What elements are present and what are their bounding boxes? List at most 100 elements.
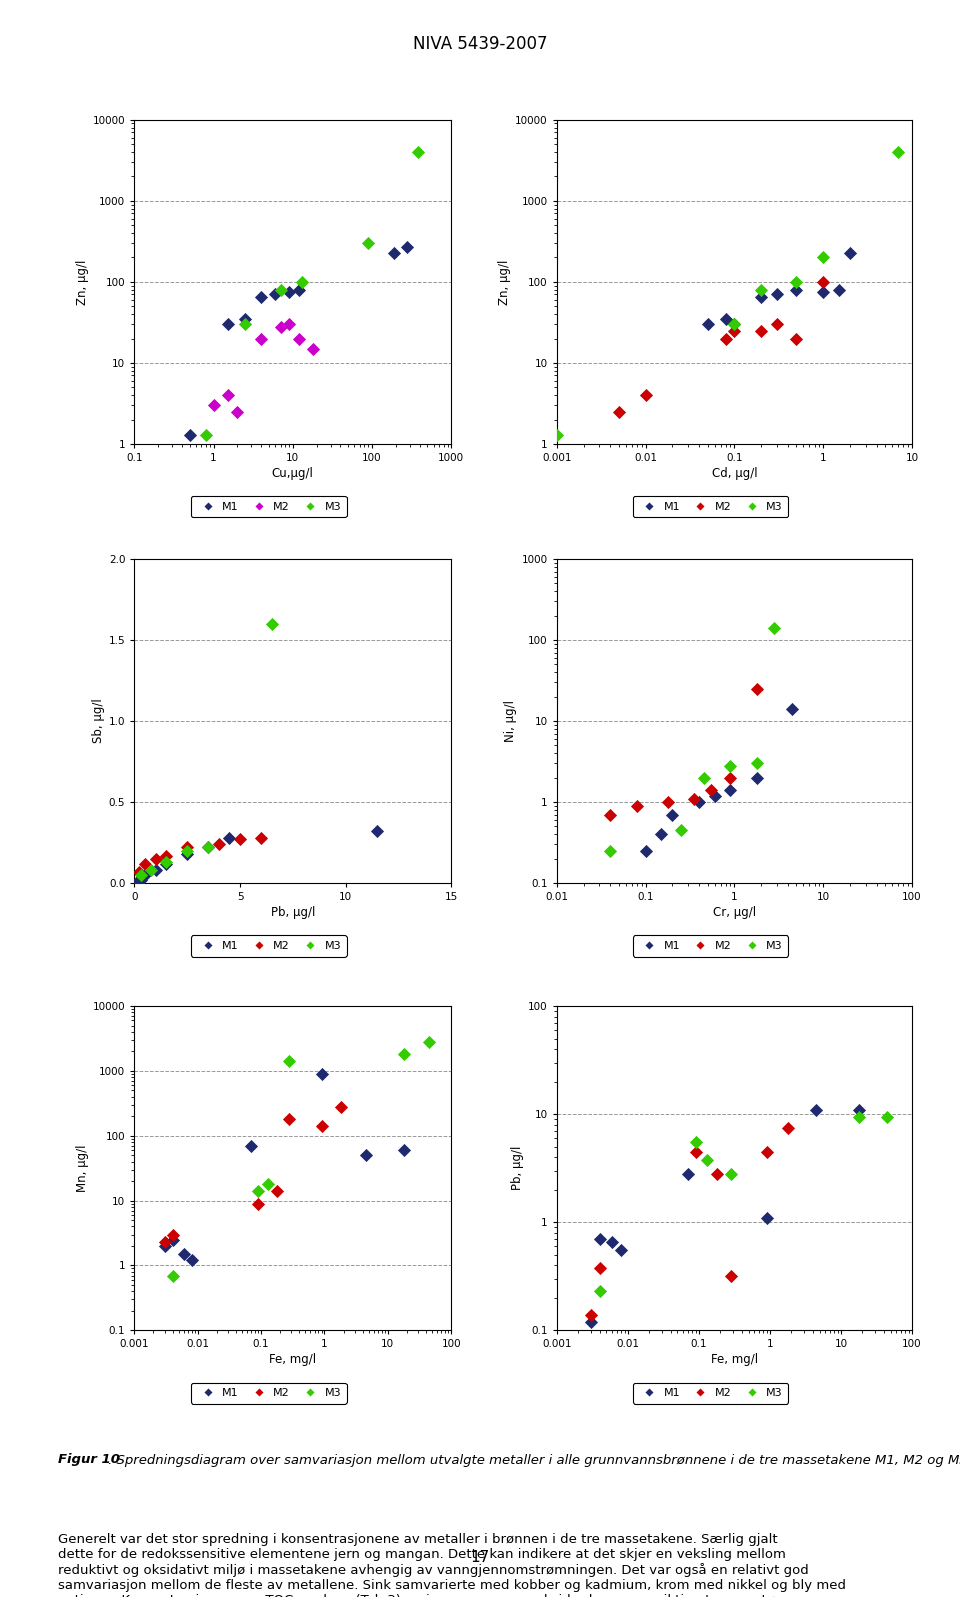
Point <box>281 311 297 337</box>
Point <box>750 765 765 791</box>
Point <box>386 240 401 265</box>
Point <box>273 315 288 340</box>
Y-axis label: Pb, μg/l: Pb, μg/l <box>511 1147 524 1190</box>
Point <box>294 268 309 294</box>
X-axis label: Fe, mg/l: Fe, mg/l <box>269 1354 317 1367</box>
Point <box>314 1113 329 1139</box>
Point <box>333 1094 348 1119</box>
Point <box>244 1132 259 1158</box>
Point <box>180 835 195 861</box>
Point <box>199 422 214 447</box>
Point <box>129 869 144 894</box>
Point <box>688 1139 704 1164</box>
Point <box>292 276 307 302</box>
Point <box>268 281 283 307</box>
Y-axis label: Ni, μg/l: Ni, μg/l <box>505 699 517 743</box>
Point <box>727 311 742 337</box>
Point <box>358 1142 373 1167</box>
Point <box>137 851 153 877</box>
Point <box>158 851 174 877</box>
Point <box>766 615 781 640</box>
Y-axis label: Zn, μg/l: Zn, μg/l <box>76 259 88 305</box>
Text: NIVA 5439-2007: NIVA 5439-2007 <box>413 35 547 53</box>
Point <box>253 284 269 310</box>
Point <box>879 1104 895 1129</box>
Point <box>754 284 769 310</box>
Point <box>789 326 804 351</box>
Point <box>816 279 831 305</box>
Point <box>583 1310 598 1335</box>
Point <box>660 789 676 814</box>
Point <box>816 268 831 294</box>
Point <box>131 859 146 885</box>
Point <box>759 1139 775 1164</box>
Point <box>237 307 252 332</box>
Point <box>759 1206 775 1231</box>
Point <box>156 1233 172 1258</box>
Point <box>727 311 742 337</box>
Point <box>852 1104 867 1129</box>
Point <box>410 139 425 164</box>
Point <box>723 765 738 791</box>
Point <box>305 335 321 361</box>
Point <box>613 1238 629 1263</box>
Point <box>148 858 163 883</box>
X-axis label: Cu,μg/l: Cu,μg/l <box>272 468 314 481</box>
Point <box>686 786 702 811</box>
Point <box>251 1191 266 1217</box>
Point <box>704 778 719 803</box>
Point <box>133 867 149 893</box>
Y-axis label: Mn, μg/l: Mn, μg/l <box>76 1145 88 1191</box>
Legend: M1, M2, M3: M1, M2, M3 <box>633 936 788 957</box>
Point <box>549 422 564 447</box>
Point <box>723 1263 738 1289</box>
Legend: M1, M2, M3: M1, M2, M3 <box>633 1383 788 1404</box>
Point <box>750 751 765 776</box>
Point <box>292 326 307 351</box>
Point <box>273 276 288 302</box>
Point <box>754 276 769 302</box>
Point <box>769 281 784 307</box>
Point <box>784 696 800 722</box>
Point <box>206 393 222 418</box>
Point <box>399 235 415 260</box>
Point <box>253 826 269 851</box>
Text: . Spredningsdiagram over samvariasjon mellom utvalgte metaller i alle grunnvanns: . Spredningsdiagram over samvariasjon me… <box>108 1453 960 1468</box>
Point <box>180 842 195 867</box>
Y-axis label: Sb, μg/l: Sb, μg/l <box>91 698 105 744</box>
Point <box>723 1161 738 1187</box>
Point <box>361 230 376 256</box>
Legend: M1, M2, M3: M1, M2, M3 <box>633 497 788 517</box>
Point <box>718 307 733 332</box>
Point <box>700 311 715 337</box>
Point <box>264 612 279 637</box>
Point <box>789 276 804 302</box>
Point <box>229 399 245 425</box>
Point <box>396 1137 412 1163</box>
Point <box>220 382 235 407</box>
Point <box>261 1171 276 1196</box>
Point <box>148 846 163 872</box>
Point <box>220 311 235 337</box>
Point <box>253 326 269 351</box>
X-axis label: Cr, μg/l: Cr, μg/l <box>713 907 756 920</box>
Point <box>707 783 722 808</box>
Point <box>664 802 680 827</box>
Point <box>891 139 906 164</box>
Point <box>222 826 237 851</box>
Point <box>282 1049 298 1075</box>
Point <box>282 1107 298 1132</box>
Point <box>370 819 385 845</box>
Point <box>133 862 149 888</box>
Point <box>201 835 216 861</box>
Point <box>769 311 784 337</box>
Point <box>696 765 711 791</box>
Point <box>831 276 847 302</box>
Point <box>723 754 738 779</box>
Point <box>201 835 216 861</box>
Point <box>314 1060 329 1086</box>
Point <box>592 1255 608 1281</box>
Point <box>156 1230 172 1255</box>
Point <box>605 1230 620 1255</box>
X-axis label: Pb, μg/l: Pb, μg/l <box>271 907 315 920</box>
